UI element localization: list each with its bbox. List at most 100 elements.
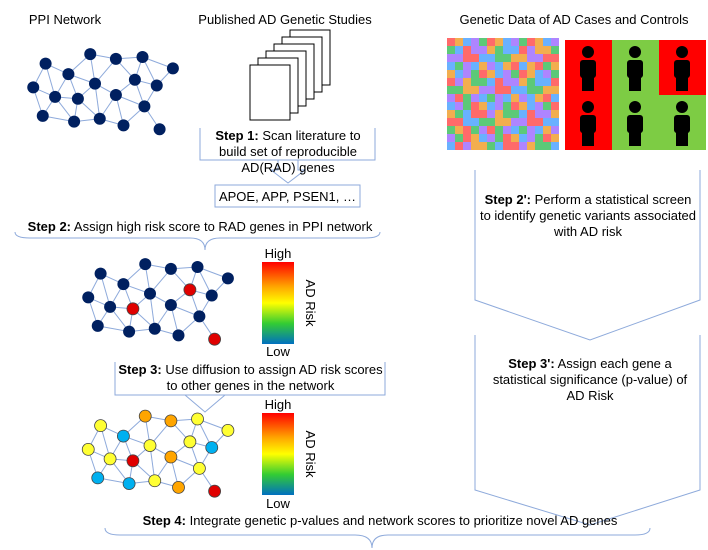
dna-cell — [551, 62, 559, 70]
node — [148, 322, 161, 335]
dna-cell — [495, 102, 503, 110]
scale-low: Low — [266, 344, 290, 359]
dna-cell — [479, 110, 487, 118]
dna-cell — [495, 142, 503, 150]
person-legs — [582, 77, 594, 91]
dna-cell — [487, 126, 495, 134]
dna-cell — [495, 70, 503, 78]
step1: Step 1: Scan literature to build set of … — [203, 128, 373, 176]
dna-cell — [551, 134, 559, 142]
scale-high: High — [265, 397, 292, 412]
dna-cell — [447, 86, 455, 94]
dna-cell — [495, 54, 503, 62]
dna-cell — [511, 118, 519, 126]
dna-cell — [543, 94, 551, 102]
node — [117, 278, 130, 291]
dna-cell — [519, 62, 527, 70]
genetic-title: Genetic Data of AD Cases and Controls — [459, 12, 689, 27]
dna-cell — [447, 94, 455, 102]
step-label: Step 3': — [508, 356, 555, 371]
dna-cell — [471, 46, 479, 54]
dna-cell — [527, 38, 535, 46]
dna-cell — [503, 94, 511, 102]
dna-cell — [511, 46, 519, 54]
node — [208, 332, 222, 346]
dna-cell — [527, 142, 535, 150]
dna-cell — [503, 134, 511, 142]
case-control-image — [565, 40, 706, 150]
dna-cell — [535, 118, 543, 126]
dna-cell — [535, 94, 543, 102]
dna-cell — [503, 38, 511, 46]
dna-cell — [455, 142, 463, 150]
node — [164, 450, 178, 464]
node — [148, 474, 162, 488]
node — [183, 435, 197, 449]
dna-cell — [455, 62, 463, 70]
dna-cell — [527, 86, 535, 94]
dna-cell — [487, 134, 495, 142]
node — [126, 302, 140, 316]
dna-cell — [519, 86, 527, 94]
dna-cell — [527, 110, 535, 118]
dna-cell — [487, 38, 495, 46]
dna-cell — [447, 62, 455, 70]
dna-cell — [527, 70, 535, 78]
dna-cell — [471, 70, 479, 78]
dna-cell — [495, 78, 503, 86]
dna-cell — [503, 86, 511, 94]
dna-cell — [503, 70, 511, 78]
ppi-title: PPI Network — [28, 12, 102, 27]
node — [94, 419, 107, 433]
step-label: Step 4: — [142, 513, 186, 528]
dna-cell — [471, 78, 479, 86]
dna-cell — [543, 102, 551, 110]
node — [138, 409, 152, 423]
dna-cell — [543, 54, 551, 62]
dna-cell — [495, 38, 503, 46]
dna-cell — [463, 38, 471, 46]
dna-cell — [535, 126, 543, 134]
dna-cell — [471, 142, 479, 150]
node — [71, 92, 84, 105]
scale-axis: AD Risk — [303, 280, 318, 327]
dna-cell — [487, 78, 495, 86]
dna-cell — [455, 94, 463, 102]
dna-cell — [471, 134, 479, 142]
studies-title: Published AD Genetic Studies — [198, 12, 372, 27]
dna-cell — [519, 70, 527, 78]
node — [143, 439, 157, 453]
dna-cell — [479, 54, 487, 62]
dna-cell — [471, 86, 479, 94]
node — [191, 412, 204, 426]
dna-cell — [471, 94, 479, 102]
dna-cell — [471, 54, 479, 62]
dna-cell — [551, 126, 559, 134]
dna-cell — [519, 134, 527, 142]
dna-cell — [479, 70, 487, 78]
dna-cell — [511, 86, 519, 94]
dna-cell — [543, 110, 551, 118]
dna-cell — [479, 38, 487, 46]
dna-cell — [511, 70, 519, 78]
dna-cell — [503, 78, 511, 86]
dna-cell — [535, 54, 543, 62]
dna-cell — [527, 134, 535, 142]
dna-cell — [463, 62, 471, 70]
dna-cell — [479, 126, 487, 134]
dna-cell — [511, 54, 519, 62]
node — [138, 100, 151, 113]
node — [191, 261, 204, 273]
dna-cell — [471, 118, 479, 126]
dna-cell — [511, 94, 519, 102]
dna-cell — [551, 46, 559, 54]
dna-cell — [479, 46, 487, 54]
step2p: Step 2': Perform a statistical screen to… — [478, 192, 698, 240]
person-head — [582, 46, 594, 58]
dna-cell — [543, 70, 551, 78]
risk-colorbar — [262, 413, 294, 495]
networks — [27, 48, 235, 498]
dna-cell — [487, 118, 495, 126]
dna-cell — [535, 102, 543, 110]
